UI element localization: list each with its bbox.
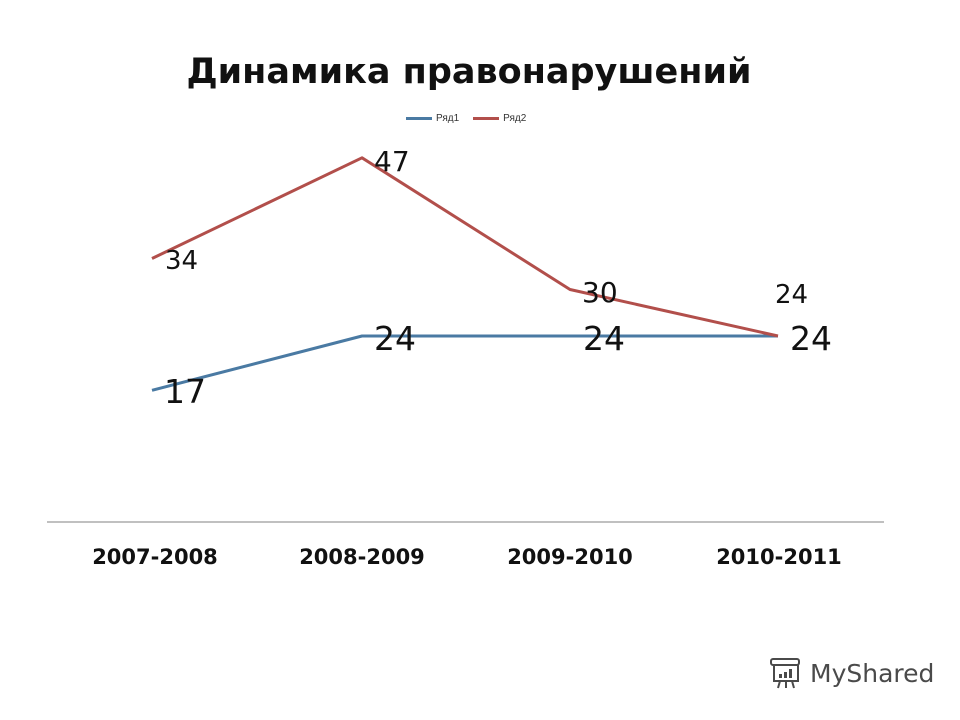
- x-tick-label: 2007-2008: [92, 545, 218, 569]
- watermark: MyShared: [768, 656, 934, 690]
- data-label-series-2: 24: [775, 280, 809, 310]
- legend-item-series-2: Ряд2: [473, 113, 526, 124]
- x-tick-label: 2009-2010: [507, 545, 633, 569]
- x-tick-label: 2008-2009: [299, 545, 425, 569]
- legend-label-series-1: Ряд1: [436, 113, 460, 124]
- data-label-series-2: 47: [374, 145, 410, 178]
- legend-swatch-series-2: [473, 117, 500, 120]
- data-label-series-2: 34: [165, 246, 199, 276]
- data-label-series-1: 24: [790, 319, 832, 358]
- series-2-line: [151, 156, 779, 338]
- series-1-line: [151, 334, 778, 392]
- data-label-series-1: 24: [583, 319, 625, 358]
- x-tick-label: 2010-2011: [716, 545, 842, 569]
- presentation-board-icon: [770, 658, 800, 689]
- chart-legend: Ряд1 Ряд2: [406, 113, 540, 124]
- data-label-series-2: 30: [582, 276, 618, 309]
- chart-title: Динамика правонарушений: [186, 52, 752, 92]
- legend-swatch-series-1: [406, 117, 432, 120]
- legend-label-series-2: Ряд2: [503, 113, 527, 124]
- data-label-series-1: 17: [164, 372, 206, 411]
- data-label-series-1: 24: [374, 319, 416, 358]
- watermark-text: MyShared: [810, 658, 935, 688]
- legend-item-series-1: Ряд1: [406, 113, 459, 124]
